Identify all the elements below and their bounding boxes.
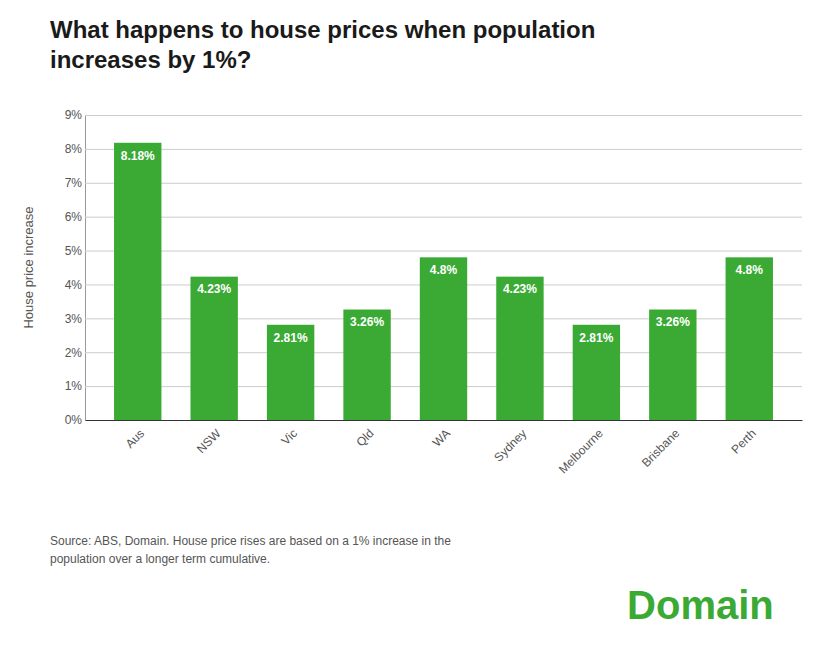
data-label: 4.23%: [197, 282, 231, 296]
x-tick: Brisbane: [639, 426, 683, 470]
x-tick-label: Vic: [279, 426, 301, 448]
x-tick: Melbourne: [556, 426, 606, 476]
x-tick: Sydney: [491, 426, 529, 464]
x-tick: Vic: [279, 426, 301, 448]
grid-line: [85, 217, 802, 218]
y-tick-label: 5%: [65, 244, 83, 258]
y-tick-label: 4%: [65, 278, 83, 292]
x-tick: WA: [430, 426, 453, 449]
y-tick-label: 6%: [65, 210, 83, 224]
x-tick: Aus: [123, 426, 148, 451]
y-tick-label: 9%: [65, 108, 83, 122]
grid-line: [85, 183, 802, 184]
bars: [114, 143, 773, 420]
y-axis: 0% 1% 2% 3% 4% 5% 6% 7% 8% 9%: [65, 108, 802, 427]
x-tick-label: Perth: [729, 426, 759, 456]
branding: Domain: [627, 583, 774, 627]
y-tick: 6%: [65, 210, 802, 224]
x-tick-label: Melbourne: [556, 426, 606, 476]
bar: [267, 325, 314, 420]
x-axis-line: [86, 420, 803, 421]
y-tick-label: 0%: [65, 413, 83, 427]
bar: [420, 257, 467, 420]
title-line: increases by 1%?: [50, 46, 251, 73]
x-tick-label: Brisbane: [639, 426, 683, 470]
bar: [190, 277, 237, 420]
x-tick: Perth: [729, 426, 759, 456]
x-axis: Aus NSW Vic Qld WA Sydney Melbourne Brisbane Per…: [86, 421, 803, 477]
y-tick-label: 8%: [65, 142, 83, 156]
source-note: Source: ABS, Domain. House price rises a…: [50, 534, 451, 566]
x-tick-label: NSW: [194, 426, 224, 456]
data-label: 3.26%: [656, 315, 690, 329]
grid-line: [85, 115, 802, 116]
grid-line: [85, 420, 802, 421]
data-label: 4.23%: [503, 282, 537, 296]
data-label: 2.81%: [274, 331, 308, 345]
y-tick-label: 2%: [65, 346, 83, 360]
grid-line: [85, 251, 802, 252]
x-tick-label: WA: [430, 426, 453, 449]
title-line: What happens to house prices when popula…: [50, 16, 595, 43]
x-tick-label: Qld: [353, 426, 376, 449]
plot: 0% 1% 2% 3% 4% 5% 6% 7% 8% 9% Aus NSW Vic Qld WA Sydney…: [21, 108, 803, 476]
y-tick: 9%: [65, 108, 802, 122]
source-line: Source: ABS, Domain. House price rises a…: [50, 534, 451, 548]
y-axis-title: House price increase: [21, 206, 36, 328]
bar: [649, 310, 696, 420]
data-label: 4.8%: [430, 263, 458, 277]
y-tick-label: 7%: [65, 176, 83, 190]
data-labels: 8.18% 4.23% 2.81% 3.26% 4.8% 4.23% 2.81% 3.26% 4…: [121, 149, 764, 345]
y-tick: 5%: [65, 244, 802, 258]
x-tick: NSW: [194, 426, 224, 456]
data-label: 2.81%: [579, 331, 613, 345]
y-axis-line: [86, 116, 803, 421]
chart: What happens to house prices when popula…: [0, 0, 832, 658]
bar: [496, 277, 543, 420]
y-tick: 8%: [65, 142, 802, 156]
data-label: 8.18%: [121, 149, 155, 163]
y-tick: 7%: [65, 176, 802, 190]
y-tick-label: 3%: [65, 312, 83, 326]
title: What happens to house prices when popula…: [50, 16, 595, 73]
x-tick: Qld: [353, 426, 376, 449]
data-label: 3.26%: [350, 315, 384, 329]
bar: [343, 310, 390, 420]
bar: [114, 143, 161, 420]
x-tick-label: Aus: [123, 426, 148, 451]
data-label: 4.8%: [736, 263, 764, 277]
x-tick-label: Sydney: [491, 426, 529, 464]
grid-line: [85, 149, 802, 150]
y-tick-label: 1%: [65, 379, 83, 393]
bar: [573, 325, 620, 420]
source-line: population over a longer term cumulative…: [50, 552, 270, 566]
bar: [726, 257, 773, 420]
